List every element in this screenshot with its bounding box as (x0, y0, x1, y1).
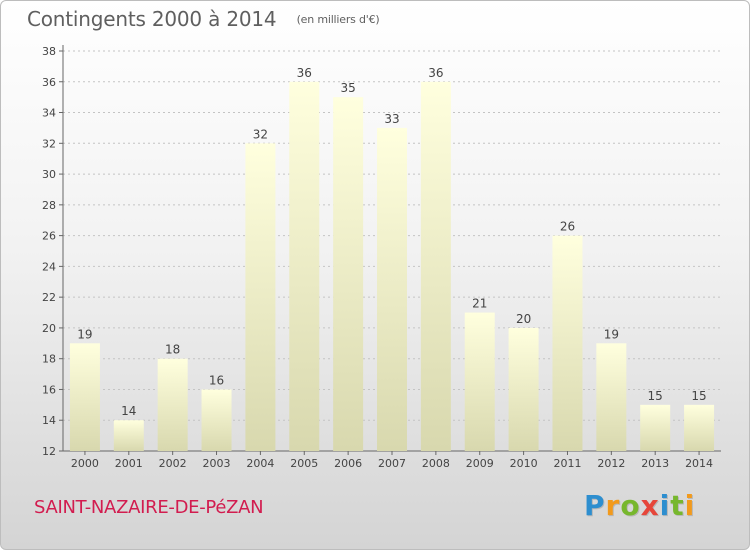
x-tick-label: 2009 (466, 457, 494, 470)
y-tick-label: 16 (42, 383, 56, 396)
x-tick-label: 2011 (553, 457, 581, 470)
data-label: 32 (253, 127, 268, 141)
data-label: 19 (604, 327, 619, 341)
x-tick-label: 2012 (597, 457, 625, 470)
bar (113, 420, 144, 451)
bar (684, 404, 715, 451)
data-label: 16 (209, 373, 224, 387)
x-tick-label: 2002 (159, 457, 187, 470)
y-tick-label: 22 (42, 291, 56, 304)
y-tick-label: 28 (42, 199, 56, 212)
x-tick-label: 2000 (71, 457, 99, 470)
y-tick-label: 30 (42, 168, 56, 181)
bar (640, 404, 671, 451)
bar (508, 327, 539, 451)
bar (552, 235, 583, 451)
bar (420, 81, 451, 452)
data-label: 18 (165, 343, 180, 357)
chart-title-text: Contingents 2000 à 2014 (27, 7, 277, 31)
y-tick-label: 38 (42, 45, 56, 58)
data-label: 26 (560, 220, 575, 234)
bar (157, 358, 188, 451)
data-label: 21 (472, 297, 487, 311)
x-tick-label: 2004 (246, 457, 274, 470)
y-tick-label: 24 (42, 260, 56, 273)
data-label: 20 (516, 312, 531, 326)
bar (596, 343, 627, 451)
chart-title: Contingents 2000 à 2014 (en milliers d'€… (27, 7, 380, 31)
data-label: 14 (121, 404, 136, 418)
bar (69, 343, 100, 451)
data-label: 15 (691, 389, 706, 403)
bar (333, 97, 364, 452)
data-label: 15 (648, 389, 663, 403)
x-tick-label: 2007 (378, 457, 406, 470)
chart-subtitle: (en milliers d'€) (296, 13, 380, 26)
x-tick-label: 2013 (641, 457, 669, 470)
proxiti-logo: Proxiti (584, 489, 695, 522)
y-tick-label: 18 (42, 353, 56, 366)
bar (289, 81, 320, 452)
data-label: 36 (297, 66, 312, 80)
y-tick-label: 20 (42, 322, 56, 335)
data-label: 36 (428, 66, 443, 80)
bar (201, 389, 232, 451)
logo-letter: i (684, 489, 696, 522)
y-tick-label: 34 (42, 107, 56, 120)
y-tick-label: 32 (42, 137, 56, 150)
x-tick-label: 2006 (334, 457, 362, 470)
bar (377, 127, 407, 451)
place-name: SAINT-NAZAIRE-DE-PéZAN (34, 497, 264, 518)
y-tick-label: 14 (42, 414, 56, 427)
y-tick-label: 12 (42, 445, 56, 458)
data-label: 19 (77, 327, 92, 341)
x-tick-label: 2010 (510, 457, 538, 470)
x-tick-label: 2003 (203, 457, 231, 470)
bar (464, 312, 495, 451)
logo-letter: i (659, 489, 671, 522)
bar (245, 143, 276, 452)
x-tick-label: 2001 (115, 457, 143, 470)
logo-letter: o (620, 489, 641, 522)
logo-letter: x (640, 489, 660, 522)
logo-letter: P (584, 489, 606, 522)
x-tick-label: 2005 (290, 457, 318, 470)
data-label: 33 (384, 112, 399, 126)
x-tick-label: 2014 (685, 457, 713, 470)
data-label: 35 (340, 81, 355, 95)
y-tick-label: 36 (42, 76, 56, 89)
logo-letter: r (605, 489, 621, 522)
y-tick-label: 26 (42, 230, 56, 243)
x-tick-label: 2008 (422, 457, 450, 470)
logo-letter: t (670, 489, 685, 522)
